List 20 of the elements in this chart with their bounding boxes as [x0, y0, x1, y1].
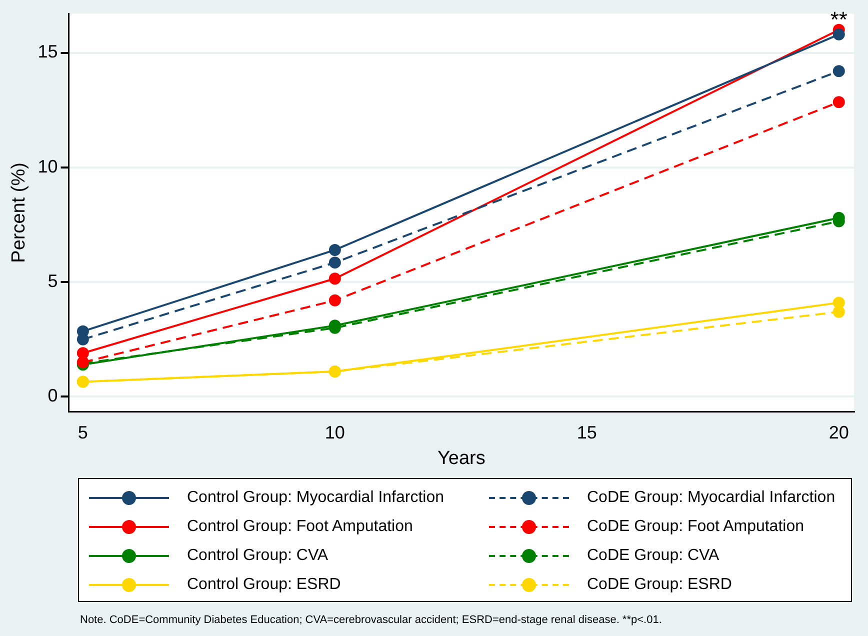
y-tick-label: 5	[48, 271, 58, 292]
x-axis-title: Years	[437, 448, 486, 469]
legend-label: Control Group: Myocardial Infarction	[187, 488, 444, 506]
legend-label: Control Group: Foot Amputation	[187, 518, 413, 536]
x-tick-label: 20	[828, 422, 849, 442]
y-tick-label: 0	[48, 386, 58, 406]
legend-label: Control Group: CVA	[187, 546, 328, 564]
legend-label: Control Group: ESRD	[187, 576, 341, 594]
legend-label: CoDE Group: CVA	[587, 546, 720, 564]
legend-label: CoDE Group: Myocardial Infarction	[587, 488, 836, 506]
y-tick-label: 15	[38, 42, 58, 62]
x-tick-label: 15	[576, 422, 597, 442]
legend-label: CoDE Group: ESRD	[587, 576, 732, 594]
annotation: **	[830, 6, 848, 32]
y-tick-label: 10	[38, 156, 58, 176]
y-axis-title: Percent (%)	[8, 162, 30, 263]
x-tick-label: 10	[324, 422, 345, 442]
legend-label: CoDE Group: Foot Amputation	[587, 518, 804, 536]
text: Note. CoDE=Community Diabetes Education; CVA=cerebrovascular accident; ESRD=end-stage renal disease. **p<.01.	[80, 614, 662, 626]
x-tick-label: 5	[78, 422, 88, 442]
